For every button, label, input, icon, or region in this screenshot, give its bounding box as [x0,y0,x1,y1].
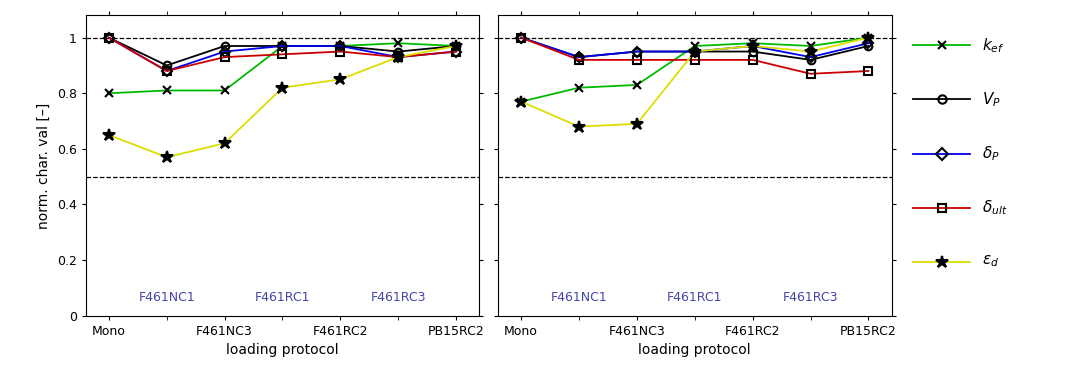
Text: $\delta_{ult}$: $\delta_{ult}$ [982,198,1008,217]
Text: F461RC1: F461RC1 [255,291,311,304]
Text: F461NC1: F461NC1 [550,291,607,304]
X-axis label: loading protocol: loading protocol [226,343,338,357]
Text: $\varepsilon_d$: $\varepsilon_d$ [982,254,999,270]
Text: F461RC1: F461RC1 [667,291,723,304]
Text: $k_{ef}$: $k_{ef}$ [982,36,1005,55]
Text: F461RC3: F461RC3 [371,291,426,304]
Y-axis label: norm. char. val [–]: norm. char. val [–] [37,102,51,229]
Text: F461NC1: F461NC1 [138,291,195,304]
Text: F461RC3: F461RC3 [783,291,839,304]
Text: $\delta_P$: $\delta_P$ [982,144,1000,163]
X-axis label: loading protocol: loading protocol [638,343,751,357]
Text: $V_P$: $V_P$ [982,90,1001,109]
